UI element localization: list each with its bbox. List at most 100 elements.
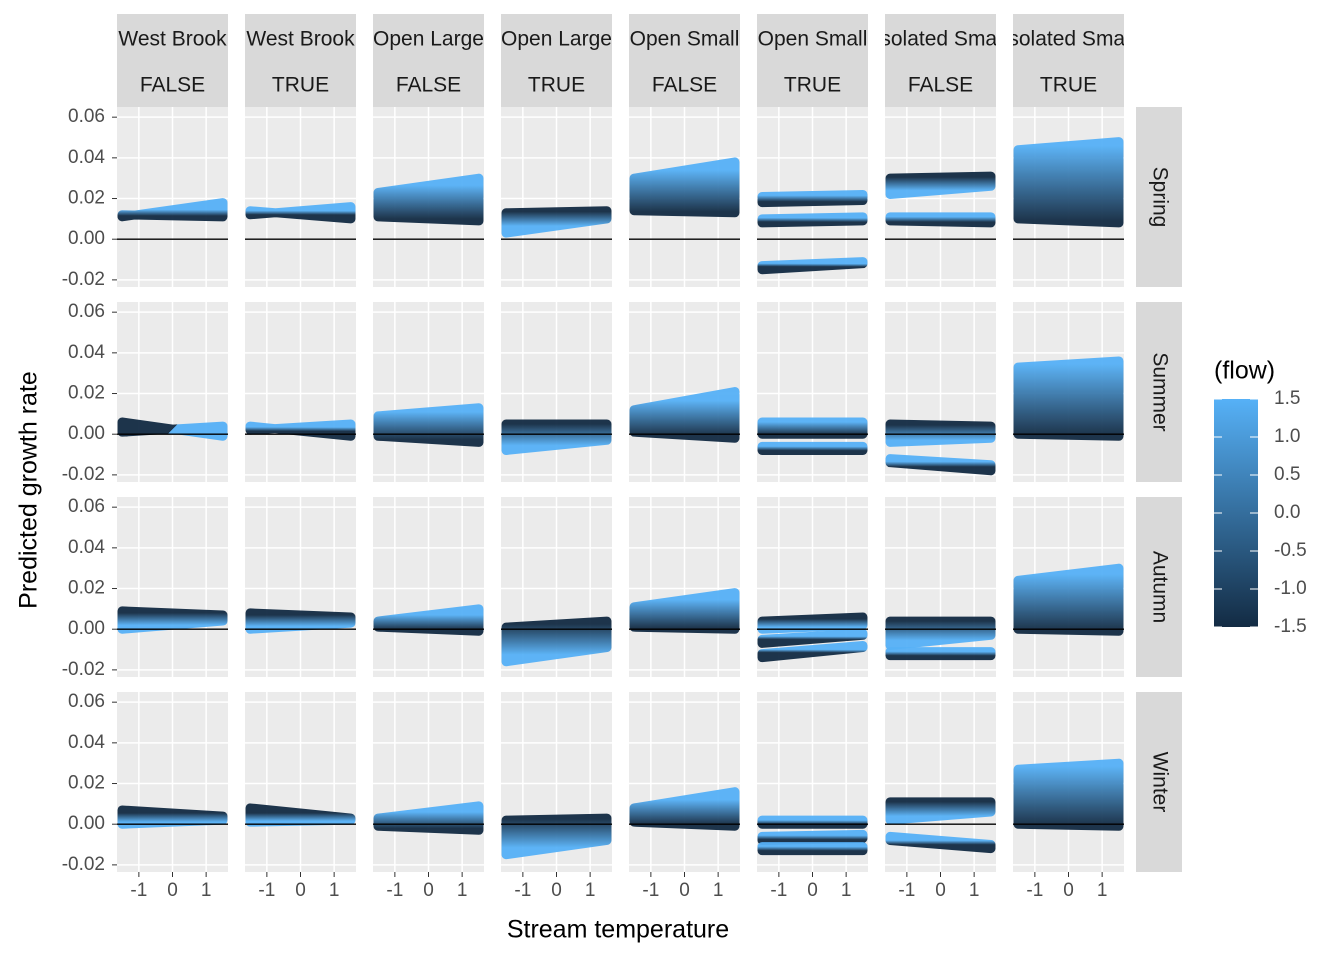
point-band: [373, 403, 484, 447]
point-band: [757, 640, 868, 663]
strip-background: [1136, 497, 1182, 677]
strip-background: [1013, 14, 1124, 107]
point-band: [757, 628, 868, 648]
strip-label: Open Large: [501, 28, 612, 51]
strip-background: [1136, 692, 1182, 872]
strip-label: TRUE: [784, 74, 841, 97]
strip-background: [373, 14, 484, 107]
x-tick-label: 1: [201, 880, 212, 901]
x-tick-label: 0: [423, 880, 434, 901]
x-tick-label: 0: [295, 880, 306, 901]
x-tick-label: 1: [841, 880, 852, 901]
point-band: [1013, 563, 1124, 636]
point-band: [373, 173, 484, 226]
strip-background: [245, 14, 356, 107]
x-tick-label: -1: [898, 880, 915, 901]
point-band: [757, 257, 868, 275]
point-band: [757, 441, 868, 455]
strip-label: West Brook: [118, 28, 227, 51]
point-band: [885, 212, 996, 228]
strip-background: [1136, 302, 1182, 482]
point-band: [757, 212, 868, 228]
x-tick-label: 1: [457, 880, 468, 901]
strip-label: TRUE: [272, 74, 329, 97]
y-tick-label: 0.04: [68, 147, 105, 168]
point-band: [629, 588, 740, 634]
point-band: [245, 419, 356, 441]
point-band: [373, 604, 484, 636]
strip-label: Open Small: [630, 28, 740, 51]
x-tick-label: -1: [1026, 880, 1043, 901]
strip-label: TRUE: [528, 74, 585, 97]
strip-label: Summer: [1148, 352, 1171, 431]
x-tick-label: 0: [935, 880, 946, 901]
point-band: [245, 202, 356, 224]
legend-label: 0.5: [1274, 464, 1300, 485]
strip-label: Autumn: [1148, 551, 1171, 623]
strip-background: [885, 14, 996, 107]
point-band: [885, 831, 996, 854]
y-tick-label: 0.04: [68, 537, 105, 558]
y-tick-label: 0.02: [68, 773, 105, 794]
strip-background: [117, 14, 228, 107]
x-tick-label: 0: [551, 880, 562, 901]
y-tick-label: 0.06: [68, 301, 105, 322]
x-tick-label: 0: [1063, 880, 1074, 901]
y-tick-label: 0.02: [68, 383, 105, 404]
x-tick-label: -1: [386, 880, 403, 901]
x-tick-label: -1: [258, 880, 275, 901]
strip-label: FALSE: [140, 74, 205, 97]
point-band: [629, 157, 740, 218]
y-tick-label: 0.06: [68, 496, 105, 517]
point-band: [885, 647, 996, 661]
y-tick-label: -0.02: [62, 659, 105, 680]
strip-label: West Brook: [246, 28, 355, 51]
x-tick-label: 0: [679, 880, 690, 901]
y-tick-label: -0.02: [62, 269, 105, 290]
point-band: [501, 206, 612, 238]
y-tick-label: 0.00: [68, 813, 105, 834]
strip-label: Winter: [1148, 752, 1171, 813]
legend-label: 1.5: [1274, 388, 1300, 409]
legend-title: (flow): [1214, 357, 1275, 385]
point-band: [757, 612, 868, 634]
point-band: [501, 419, 612, 455]
y-tick-label: 0.00: [68, 423, 105, 444]
point-band: [757, 842, 868, 856]
point-band: [245, 803, 356, 827]
x-tick-label: 0: [167, 880, 178, 901]
point-band: [885, 797, 996, 825]
x-tick-label: 1: [1097, 880, 1108, 901]
strip-label: Isolated Small: [1003, 28, 1135, 51]
point-band: [885, 171, 996, 199]
x-tick-label: 1: [969, 880, 980, 901]
y-tick-label: -0.02: [62, 854, 105, 875]
point-band: [501, 813, 612, 860]
y-tick-label: -0.02: [62, 464, 105, 485]
point-band: [885, 419, 996, 447]
point-band: [885, 616, 996, 650]
point-band: [1013, 356, 1124, 441]
legend-label: -0.5: [1274, 540, 1307, 561]
point-band: [245, 608, 356, 634]
legend-label: -1.5: [1274, 616, 1307, 637]
strip-background: [501, 14, 612, 107]
x-tick-label: -1: [642, 880, 659, 901]
strip-label: Isolated Small: [875, 28, 1007, 51]
strip-label: FALSE: [908, 74, 973, 97]
point-band: [629, 787, 740, 831]
point-band: [757, 829, 868, 845]
point-band: [117, 198, 228, 222]
x-tick-label: 1: [585, 880, 596, 901]
legend-label: 1.0: [1274, 426, 1300, 447]
point-band: [117, 606, 228, 634]
point-band: [117, 805, 228, 829]
point-band: [117, 417, 228, 441]
strip-label: FALSE: [652, 74, 717, 97]
point-band: [1013, 758, 1124, 831]
x-tick-label: -1: [130, 880, 147, 901]
point-band: [1013, 137, 1124, 228]
point-band: [501, 616, 612, 667]
strip-background: [629, 14, 740, 107]
